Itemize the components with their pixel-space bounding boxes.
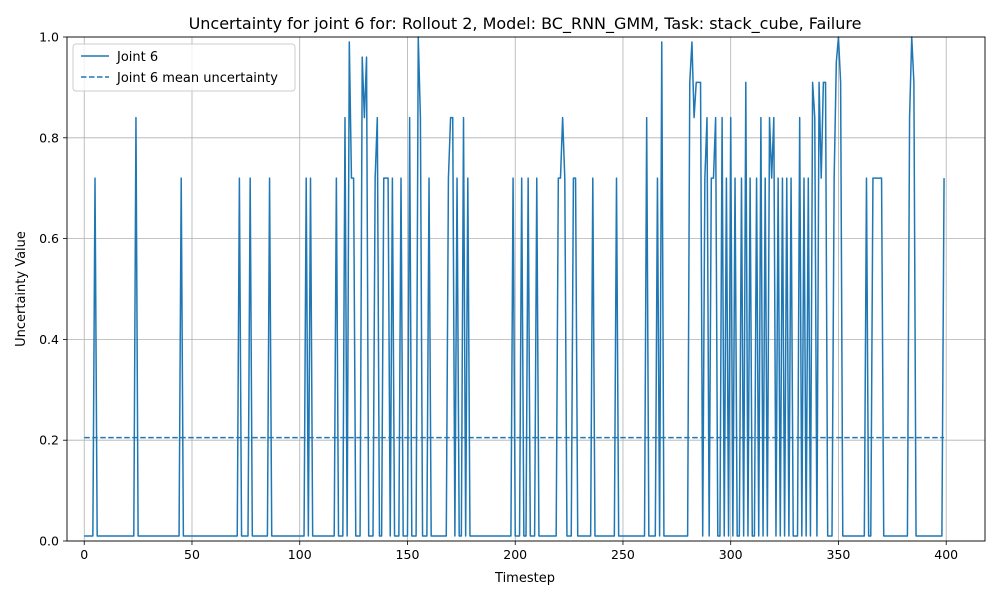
- y-axis-label: Uncertainty Value: [14, 231, 29, 347]
- legend-label-joint-6: Joint 6: [116, 50, 158, 65]
- legend-box: [72, 43, 296, 92]
- y-tick-label: 0.0: [39, 534, 59, 549]
- axis-ticks: 0 50 100 150 200 250 300 350 400 0.0 0.2 0.4 0.6 0.8 1…: [39, 30, 958, 563]
- plot-frame: [66, 36, 986, 542]
- x-tick-label: 200: [503, 547, 527, 562]
- series-joint-6-line: [84, 36, 945, 537]
- y-tick-label: 0.8: [39, 130, 59, 145]
- x-tick-label: 50: [184, 547, 200, 562]
- y-tick-label: 0.2: [39, 433, 59, 448]
- x-tick-label: 300: [719, 547, 743, 562]
- x-tick-label: 250: [611, 547, 635, 562]
- legend: Joint 6 Joint 6 mean uncertainty: [72, 43, 296, 92]
- x-tick-label: 150: [396, 547, 420, 562]
- series-layer: [84, 36, 945, 537]
- x-tick-label: 350: [827, 547, 851, 562]
- x-tick-label: 100: [288, 547, 312, 562]
- y-tick-label: 0.4: [39, 332, 59, 347]
- x-tick-label: 0: [80, 547, 88, 562]
- y-tick-label: 1.0: [39, 30, 59, 45]
- y-tick-label: 0.6: [39, 231, 59, 246]
- x-axis-label: Timestep: [494, 571, 555, 586]
- chart-title: Uncertainty for joint 6 for: Rollout 2, …: [189, 14, 862, 34]
- legend-label-mean: Joint 6 mean uncertainty: [116, 71, 278, 86]
- x-tick-label: 400: [934, 547, 958, 562]
